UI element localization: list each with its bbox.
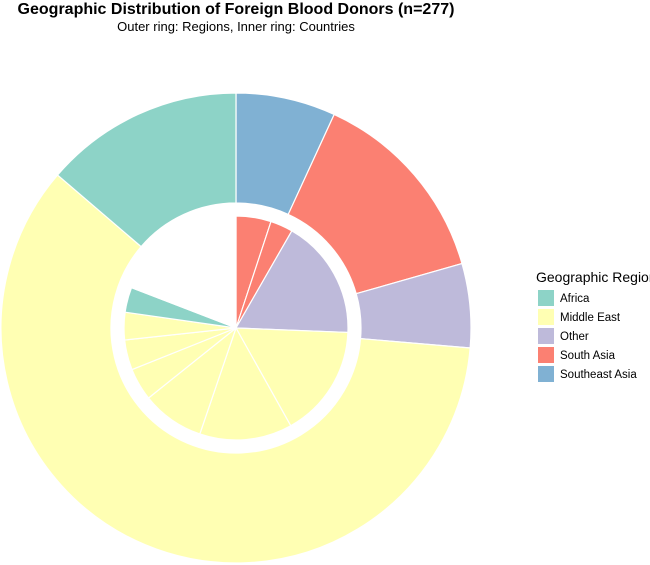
legend-label-middle-east: Middle East (560, 312, 621, 324)
legend: Geographic Region Africa Middle East Other… (536, 269, 650, 382)
outer-slice-middle-east (0, 174, 471, 564)
legend-swatch-other (538, 328, 554, 344)
inner-slice-unassigned (130, 215, 237, 329)
outer-ring (0, 92, 472, 564)
legend-entries: Africa Middle East Other South Asia Southeas… (538, 290, 637, 382)
legend-swatch-africa (538, 290, 554, 306)
legend-title: Geographic Region (536, 269, 650, 285)
legend-swatch-southeast-asia (538, 366, 554, 382)
legend-label-africa: Africa (560, 293, 590, 305)
inner-slice-middle-east (199, 326, 292, 441)
legend-swatch-south-asia (538, 347, 554, 363)
legend-swatch-middle-east (538, 309, 554, 325)
inner-slice-other (234, 230, 349, 334)
outer-slice-africa (56, 92, 237, 248)
inner-ring (123, 215, 349, 441)
chart-title: Geographic Distribution of Foreign Blood… (18, 1, 455, 18)
inner-slice-middle-east (234, 327, 349, 427)
legend-label-southeast-asia: Southeast Asia (560, 369, 637, 381)
legend-label-south-asia: South Asia (560, 350, 616, 362)
legend-label-other: Other (560, 331, 589, 343)
chart-subtitle: Outer ring: Regions, Inner ring: Countri… (117, 19, 355, 34)
